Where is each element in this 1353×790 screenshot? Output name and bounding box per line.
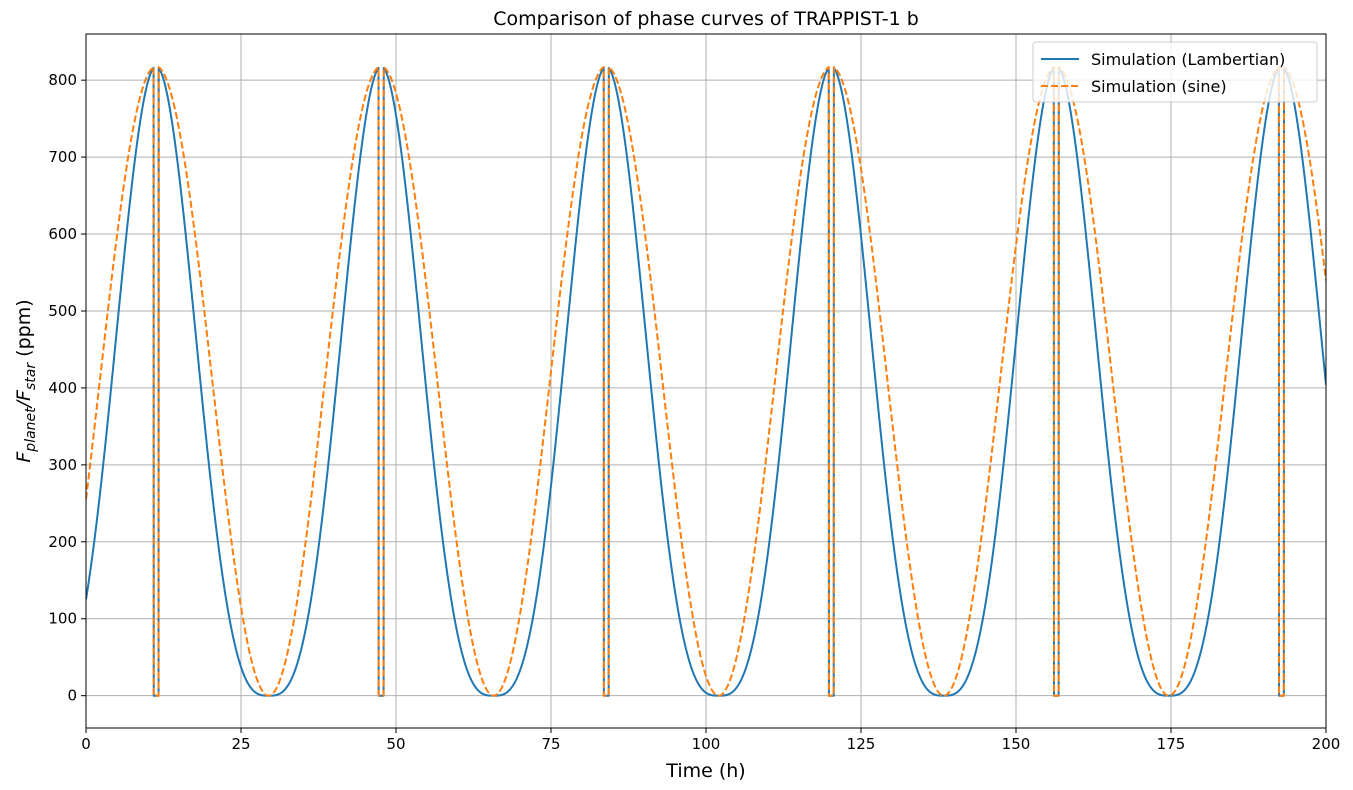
legend: Simulation (Lambertian) Simulation (sine… — [1032, 41, 1318, 103]
series-line-sine — [86, 66, 1326, 697]
x-tick-label: 75 — [541, 735, 560, 753]
y-tick-label: 600 — [48, 225, 77, 243]
y-tick-label: 300 — [48, 456, 77, 474]
y-axis-ticks: 0 100 200 300 400 500 600 700 800 — [48, 71, 86, 705]
y-tick-label: 500 — [48, 302, 77, 320]
x-axis-title: Time (h) — [665, 760, 745, 782]
legend-box — [1032, 41, 1318, 103]
legend-label-lambertian: Simulation (Lambertian) — [1091, 50, 1285, 69]
y-axis-title-unit: (ppm) — [13, 299, 35, 363]
y-tick-label: 800 — [48, 71, 77, 89]
y-tick-label: 100 — [48, 610, 77, 628]
x-tick-label: 175 — [1157, 735, 1186, 753]
x-tick-label: 200 — [1312, 735, 1341, 753]
y-tick-label: 700 — [48, 148, 77, 166]
y-tick-label: 400 — [48, 379, 77, 397]
y-axis-title-sub1: planet — [23, 407, 39, 453]
x-axis-ticks: 0 25 50 75 100 125 150 175 200 — [81, 728, 1340, 753]
x-tick-label: 125 — [847, 735, 876, 753]
y-axis-title-sep: /F — [13, 389, 35, 409]
series-layer — [86, 66, 1326, 697]
x-tick-label: 100 — [692, 735, 721, 753]
legend-label-sine: Simulation (sine) — [1091, 77, 1227, 96]
chart-title: Comparison of phase curves of TRAPPIST-1… — [493, 8, 919, 30]
y-tick-label: 0 — [67, 687, 77, 705]
x-tick-label: 25 — [231, 735, 250, 753]
x-tick-label: 0 — [81, 735, 91, 753]
x-tick-label: 50 — [386, 735, 405, 753]
y-axis-title-sub2: star — [23, 362, 39, 390]
y-axis-title-main: F — [13, 451, 35, 463]
series-line-lambertian — [86, 66, 1326, 697]
y-tick-label: 200 — [48, 533, 77, 551]
x-tick-label: 150 — [1002, 735, 1031, 753]
y-axis-title: Fplanet/Fstar (ppm) — [13, 299, 39, 462]
grid-lines — [85, 34, 1327, 728]
